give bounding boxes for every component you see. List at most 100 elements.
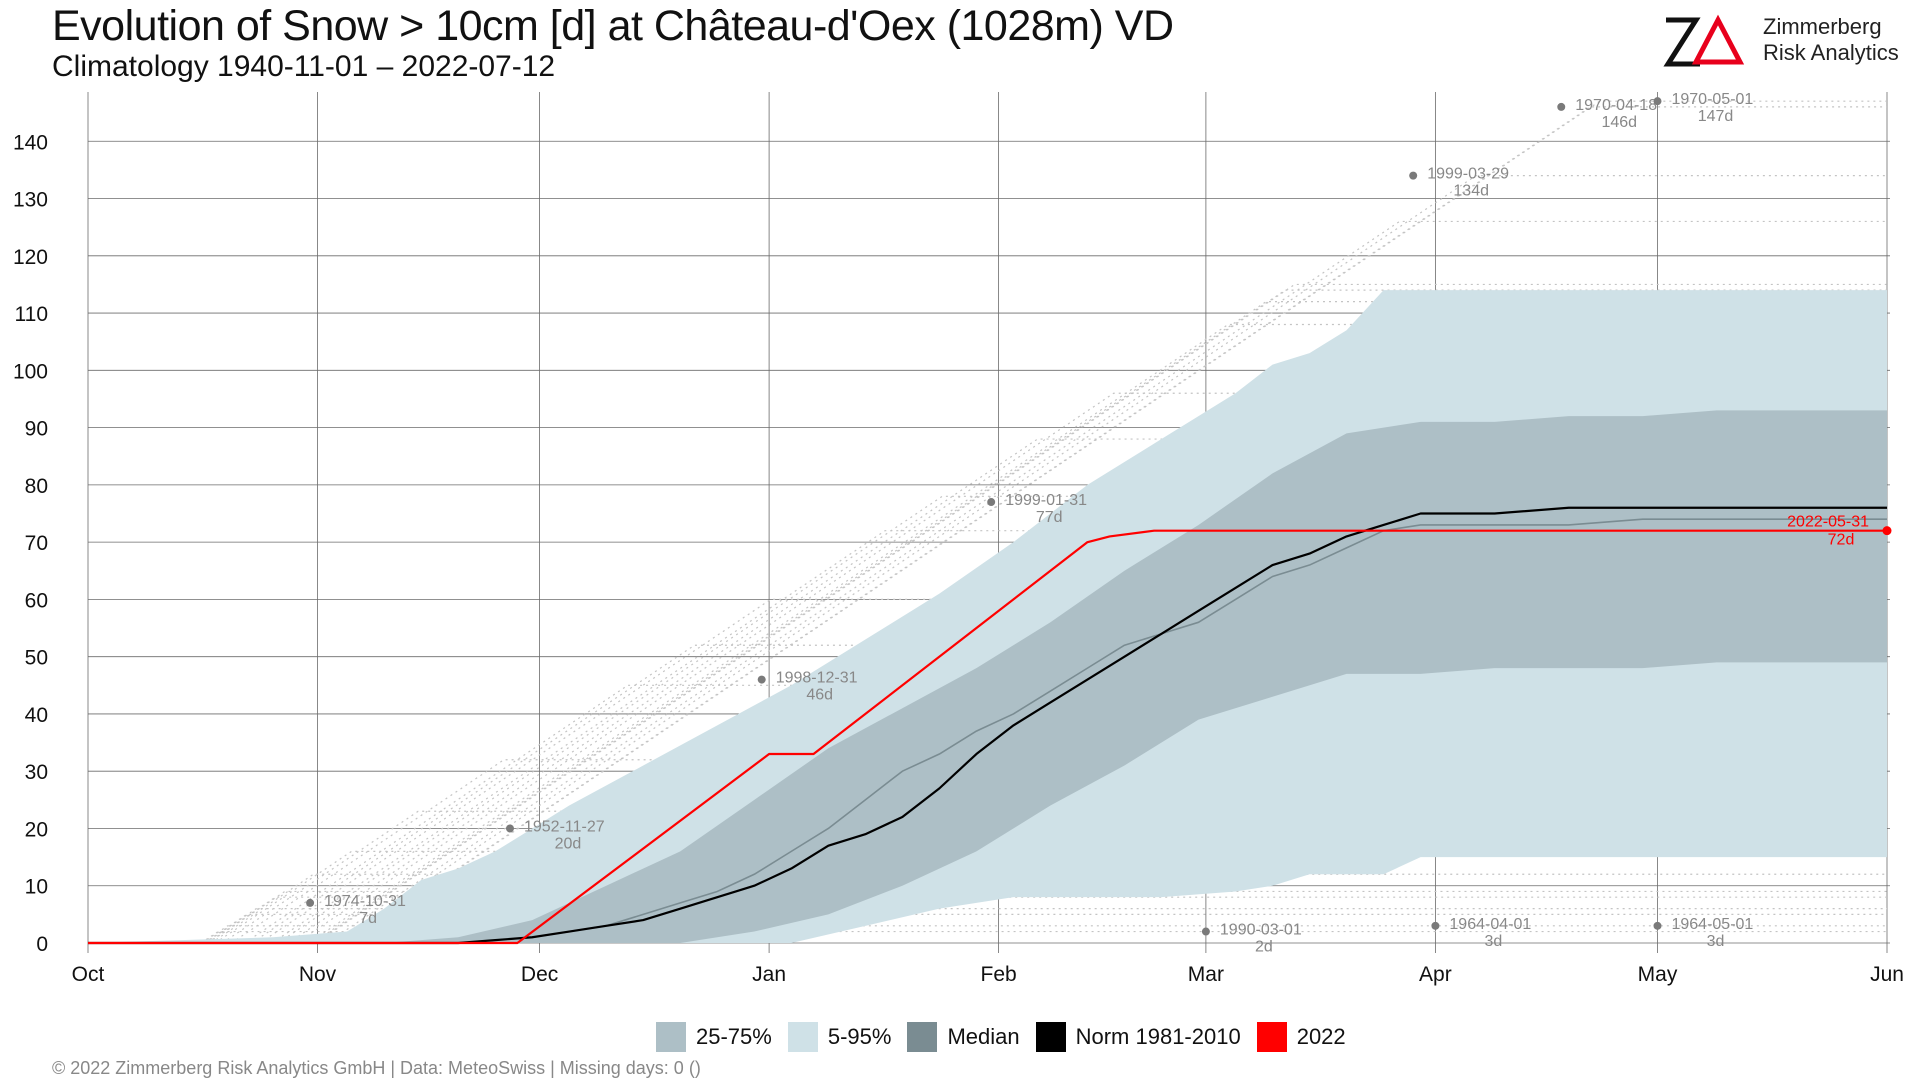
x-tick-label: May [1638,963,1678,986]
legend-item-norm: Norm 1981-2010 [1035,1022,1241,1052]
season-2022-value-label: 72d [1828,532,1855,549]
y-axis-tick-labels: 0 10 20 30 40 50 60 70 80 90 100 110 120 130 140 [13,131,48,956]
legend-swatch-2022 [1256,1022,1287,1052]
historical-trace [346,106,1887,944]
norm-line [88,506,1887,945]
record-point [1201,927,1210,936]
record-date-label: 1999-01-31 [1005,492,1087,509]
legend-item-p5-95: 5-95% [787,1022,892,1052]
x-tick-label: Oct [72,963,105,986]
snow-days-chart: 0 10 20 30 40 50 60 70 80 90 100 110 120 130 140 Oct No… [13,91,1904,986]
legend-item-median: Median [907,1022,1020,1052]
y-tick-label: 80 [25,475,48,498]
record-value-label: 147d [1698,108,1734,125]
logo-delta-icon [1691,14,1745,65]
y-tick-label: 30 [25,761,48,784]
record-value-label: 20d [555,835,582,852]
x-tick-label: Dec [521,963,558,986]
season-2022-date-label: 2022-05-31 [1787,514,1869,531]
y-tick-label: 50 [25,647,48,670]
x-tick-label: Jan [752,963,786,986]
median-line [88,518,1887,944]
record-date-label: 1974-10-31 [324,893,406,910]
percentile-bands [88,290,1887,943]
record-date-label: 1970-04-18 [1575,97,1657,114]
legend-label-median: Median [947,1024,1020,1049]
legend-item-iqr: 25-75% [656,1022,772,1052]
series-lines [88,506,1887,945]
record-value-label: 3d [1485,933,1503,950]
x-tick-label: Apr [1419,963,1452,986]
legend: 25-75% 5-95% Median Norm 1981-2010 2022 [656,1022,1362,1052]
y-tick-label: 90 [25,418,48,441]
logo-line2: Risk Analytics [1763,40,1899,65]
record-date-label: 1990-03-01 [1220,922,1302,939]
band-iqr [88,410,1887,943]
record-value-label: 7d [359,910,377,927]
record-date-label: 1999-03-29 [1427,166,1509,183]
record-point [987,498,996,507]
record-point [757,675,766,684]
x-axis-tick-labels: Oct Nov Dec Jan Feb Mar Apr May Jun [72,963,1904,986]
legend-item-2022: 2022 [1256,1022,1346,1052]
record-point [1653,97,1662,106]
record-date-label: 1964-05-01 [1671,916,1753,933]
record-date-label: 1952-11-27 [524,818,605,835]
y-tick-label: 130 [13,189,48,212]
record-date-label: 1964-04-01 [1449,916,1531,933]
season-2022-point [1882,526,1892,536]
record-value-label: 46d [806,687,833,704]
y-tick-label: 20 [25,818,48,841]
y-tick-label: 120 [13,246,48,269]
record-point [1409,171,1418,180]
historical-trace [271,530,1887,944]
season-2022-line [88,529,1887,945]
record-point [306,898,315,907]
x-tick-label: Nov [299,963,337,986]
legend-label-2022: 2022 [1296,1024,1346,1049]
y-tick-label: 60 [25,589,48,612]
legend-swatch-iqr [656,1022,686,1052]
logo-line1: Zimmerberg [1763,14,1882,39]
y-tick-label: 140 [13,131,48,154]
historical-trace [214,850,1887,944]
y-tick-label: 100 [13,360,48,383]
legend-swatch-median [907,1022,938,1052]
legend-label-p5-95: 5-95% [827,1024,892,1049]
record-point [1653,921,1662,930]
footer-credit: © 2022 Zimmerberg Risk Analytics GmbH | … [52,1058,701,1078]
record-value-label: 146d [1601,114,1637,131]
y-tick-label: 70 [25,532,48,555]
record-date-label: 1970-05-01 [1671,91,1753,108]
record-point [505,824,514,833]
historical-trace [200,930,1887,944]
logo-mark-icon [1663,14,1745,67]
y-tick-label: 10 [25,876,48,899]
legend-swatch-p5-95 [787,1022,818,1052]
historical-trace [334,175,1887,944]
record-value-label: 77d [1036,509,1063,526]
legend-swatch-norm [1035,1022,1066,1052]
historical-trace [347,100,1887,944]
historical-trace [231,759,1887,944]
record-date-label: 1998-12-31 [776,670,858,687]
record-value-label: 134d [1453,183,1489,200]
historical-trace [287,438,1887,944]
chart-title: Evolution of Snow > 10cm [d] at Château-… [52,2,1174,50]
legend-label-iqr: 25-75% [696,1024,772,1049]
y-tick-label: 40 [25,704,48,727]
x-tick-label: Feb [981,963,1017,986]
historical-trace [201,925,1887,944]
legend-label-norm: Norm 1981-2010 [1075,1024,1241,1049]
record-value-label: 2d [1255,939,1273,956]
x-tick-label: Mar [1188,963,1224,986]
y-tick-label: 0 [36,933,48,956]
record-point [1557,102,1566,111]
historical-trace [222,810,1887,944]
x-tick-label: Jun [1870,963,1904,986]
record-point [1431,921,1440,930]
historical-trace [204,908,1887,944]
y-tick-label: 110 [15,303,48,326]
